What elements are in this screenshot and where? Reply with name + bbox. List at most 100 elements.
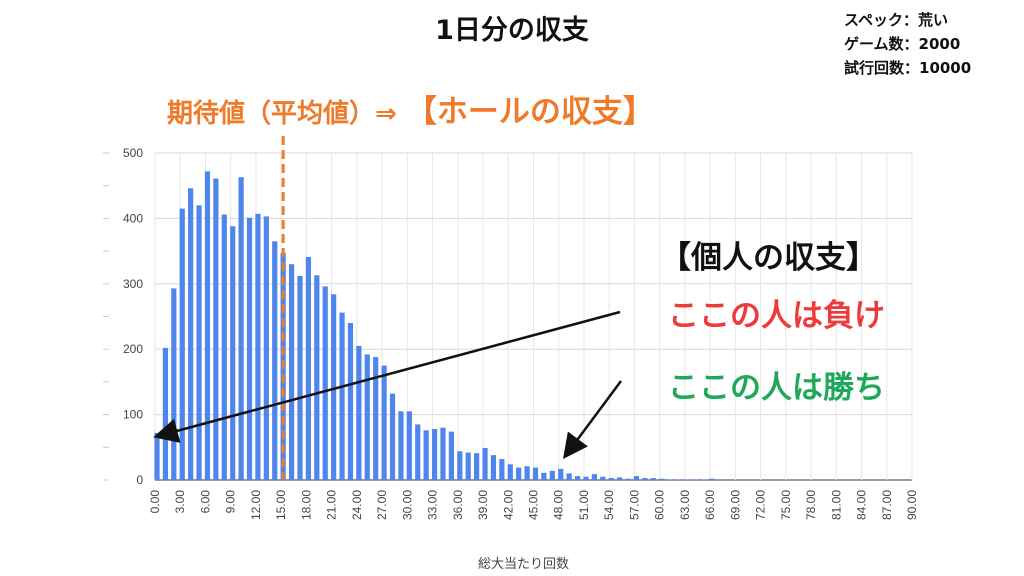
lose-arrow bbox=[153, 310, 621, 443]
bar bbox=[272, 241, 278, 480]
bar bbox=[389, 393, 396, 480]
bar bbox=[297, 275, 303, 480]
bar bbox=[415, 424, 421, 480]
bar bbox=[558, 468, 564, 480]
bar bbox=[448, 431, 454, 480]
bar bbox=[196, 205, 202, 480]
y-tick-label: 0 bbox=[136, 473, 143, 487]
bar bbox=[465, 452, 471, 480]
bar bbox=[347, 323, 354, 480]
bar bbox=[659, 478, 665, 480]
bar bbox=[246, 217, 253, 480]
bar bbox=[574, 476, 581, 480]
bar bbox=[675, 479, 682, 480]
bar bbox=[566, 473, 572, 480]
y-tick-label: 400 bbox=[123, 211, 143, 225]
lose-text: ここの人は負け bbox=[668, 298, 885, 334]
expectation-highlight: 【ホールの収支】 bbox=[405, 94, 654, 130]
x-tick-label: 27.00 bbox=[375, 490, 389, 520]
spec-line: 試行回数：10000 bbox=[844, 59, 972, 77]
bar bbox=[617, 477, 623, 480]
individual-title: 【個人の収支】 bbox=[660, 240, 877, 276]
x-tick-label: 33.00 bbox=[426, 490, 440, 520]
x-tick-label: 57.00 bbox=[627, 490, 641, 520]
x-tick-label: 72.00 bbox=[754, 490, 768, 520]
bar bbox=[356, 345, 362, 480]
bar bbox=[263, 216, 269, 481]
bar bbox=[692, 479, 698, 480]
y-tick-label: 300 bbox=[123, 277, 143, 291]
bar bbox=[431, 428, 438, 480]
bar bbox=[398, 411, 404, 480]
x-tick-label: 24.00 bbox=[350, 490, 364, 520]
bar bbox=[650, 478, 656, 480]
bar bbox=[499, 459, 505, 480]
x-tick-label: 54.00 bbox=[602, 490, 616, 520]
x-tick-label: 45.00 bbox=[527, 490, 541, 520]
x-tick-label: 42.00 bbox=[501, 490, 515, 520]
bar bbox=[684, 479, 690, 480]
x-tick-label: 84.00 bbox=[855, 490, 869, 520]
bar bbox=[667, 479, 673, 480]
spec-box: スペック：荒い ゲーム数：2000 試行回数：10000 bbox=[844, 8, 971, 80]
x-tick-label: 78.00 bbox=[804, 490, 818, 520]
x-tick-label: 21.00 bbox=[325, 490, 339, 520]
bar bbox=[373, 357, 379, 480]
bar bbox=[457, 451, 463, 480]
x-tick-label: 15.00 bbox=[274, 490, 288, 520]
bar bbox=[305, 256, 312, 480]
bar bbox=[204, 171, 211, 480]
bar bbox=[549, 470, 555, 480]
x-tick-label: 51.00 bbox=[577, 490, 591, 520]
bar bbox=[625, 478, 631, 480]
x-tick-label: 3.00 bbox=[173, 490, 187, 514]
x-tick-label: 30.00 bbox=[400, 490, 414, 520]
y-tick-label: 500 bbox=[123, 146, 143, 160]
bar bbox=[314, 275, 320, 480]
bar bbox=[339, 312, 345, 480]
x-tick-label: 81.00 bbox=[829, 490, 843, 520]
bar bbox=[608, 478, 614, 480]
x-tick-label: 63.00 bbox=[678, 490, 692, 520]
x-tick-label: 75.00 bbox=[779, 490, 793, 520]
x-tick-label: 36.00 bbox=[451, 490, 465, 520]
bar bbox=[171, 288, 177, 480]
expectation-annotation: 期待値（平均値）⇒ 【ホールの収支】 bbox=[167, 86, 654, 131]
x-tick-label: 69.00 bbox=[728, 490, 742, 520]
bar bbox=[583, 476, 589, 480]
bar bbox=[423, 430, 429, 480]
x-tick-label: 39.00 bbox=[476, 490, 490, 520]
bar bbox=[440, 427, 446, 480]
y-tick-label: 200 bbox=[123, 342, 143, 356]
bar bbox=[255, 213, 261, 480]
bar bbox=[591, 474, 597, 480]
bar bbox=[322, 286, 328, 480]
chart-title: 1日分の収支 bbox=[435, 15, 589, 46]
x-axis-ticks: 0.00 3.00 6.00 9.00 12.00 15.00 18.00 21.00 24.0… bbox=[148, 490, 919, 520]
x-tick-label: 9.00 bbox=[224, 490, 238, 514]
x-tick-label: 90.00 bbox=[905, 490, 919, 520]
bar bbox=[482, 447, 488, 480]
bar bbox=[213, 178, 219, 481]
spec-line: スペック：荒い bbox=[844, 11, 948, 29]
bar bbox=[490, 455, 497, 480]
bar bbox=[154, 432, 160, 480]
bar bbox=[633, 476, 640, 480]
bar bbox=[230, 226, 236, 480]
x-tick-label: 6.00 bbox=[198, 490, 212, 514]
x-tick-label: 0.00 bbox=[148, 490, 162, 514]
bar bbox=[701, 479, 707, 480]
x-tick-label: 66.00 bbox=[703, 490, 717, 520]
expectation-prefix: 期待値（平均値）⇒ bbox=[167, 99, 406, 129]
bar bbox=[600, 476, 606, 480]
bar bbox=[179, 208, 185, 480]
bar bbox=[331, 294, 337, 480]
bar bbox=[541, 472, 547, 480]
bar bbox=[474, 453, 480, 480]
x-tick-label: 48.00 bbox=[552, 490, 566, 520]
chart-bars bbox=[154, 171, 715, 481]
bar bbox=[381, 365, 387, 480]
bar bbox=[709, 478, 715, 480]
win-text: ここの人は勝ち bbox=[668, 370, 885, 406]
